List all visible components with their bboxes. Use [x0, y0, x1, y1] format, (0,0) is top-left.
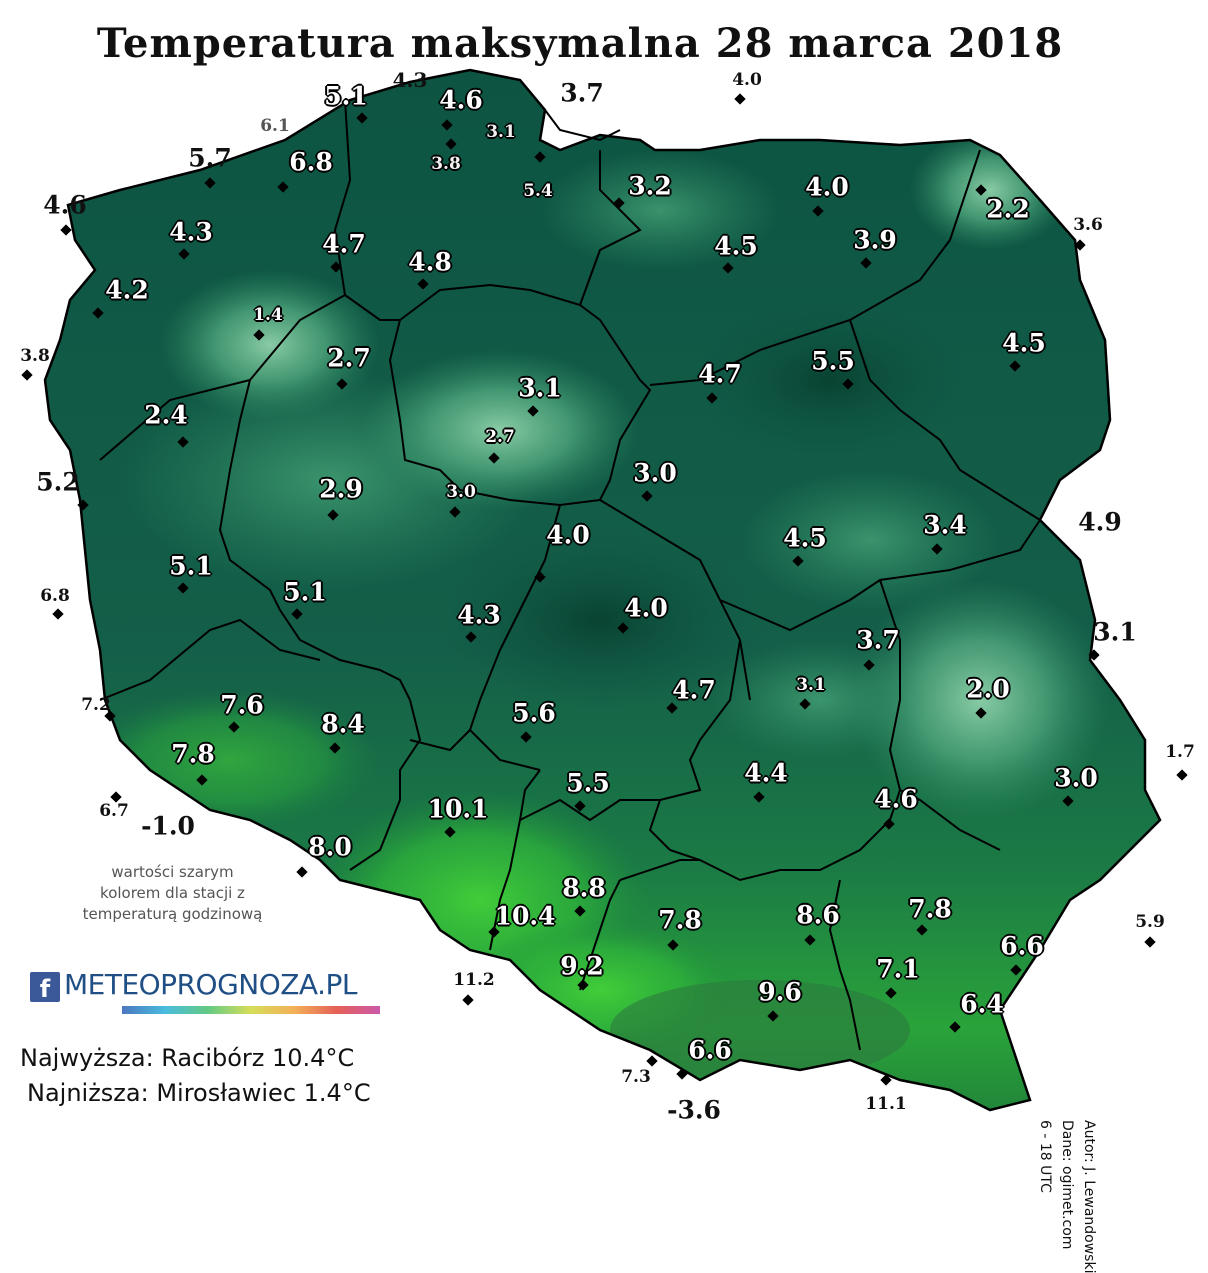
outside-station-value: 3.6	[1073, 215, 1103, 235]
poland-temperature-map	[43, 68, 1162, 1112]
station-value: 8.8	[562, 873, 606, 903]
outside-station-value: 1.7	[1165, 742, 1195, 762]
outside-station-value: 4.6	[43, 190, 87, 220]
station-value: 2.2	[986, 194, 1030, 224]
station-value: 4.5	[783, 523, 827, 553]
min-temperature-line: Najniższa: Mirosławiec 1.4°C	[27, 1079, 371, 1107]
station-value: 7.6	[220, 690, 264, 720]
outside-station-value: 7.3	[621, 1067, 651, 1087]
station-value: 3.8	[431, 154, 461, 174]
station-value: 3.7	[856, 625, 900, 655]
station-value: 6.6	[1000, 931, 1044, 961]
station-value: 3.0	[446, 482, 476, 502]
station-value: 4.4	[744, 758, 788, 788]
station-value: 4.5	[714, 231, 758, 261]
station-value: 6.8	[289, 147, 333, 177]
station-value: 9.2	[560, 951, 604, 981]
data-source-credit: Dane: ogimet.com	[1059, 1120, 1075, 1250]
station-value: 3.2	[628, 171, 672, 201]
station-value: 3.9	[853, 225, 897, 255]
outside-station-value: 3.7	[560, 78, 604, 108]
station-value: 5.5	[566, 768, 610, 798]
station-value: 5.1	[169, 551, 213, 581]
station-value: 3.1	[518, 373, 562, 403]
outside-station-value: 3.8	[20, 346, 50, 366]
station-value: 4.0	[624, 593, 668, 623]
outside-station-value: 7.2	[81, 695, 111, 715]
station-value: 4.3	[169, 217, 213, 247]
station-value: 3.1	[796, 675, 826, 695]
station-value: 4.7	[672, 675, 716, 705]
station-value: 4.3	[457, 600, 501, 630]
station-value: 2.9	[319, 474, 363, 504]
outside-station-value: 3.1	[1093, 617, 1137, 647]
station-value: 8.0	[308, 832, 352, 862]
station-value: 6.6	[688, 1035, 732, 1065]
outside-station-value: -3.6	[667, 1095, 721, 1125]
station-value: 7.8	[171, 739, 215, 769]
outside-station-value: 4.3	[392, 68, 428, 92]
station-value: 4.8	[408, 247, 452, 277]
station-value: 10.4	[494, 901, 556, 931]
station-value: 2.7	[327, 343, 371, 373]
station-value: 5.5	[811, 346, 855, 376]
station-value: 5.1	[324, 81, 368, 111]
outside-station-value: 4.9	[1078, 507, 1122, 537]
credits: Autor: J. Lewandowski Dane: ogimet.com 6…	[1034, 1120, 1100, 1273]
station-value: 7.1	[876, 954, 920, 984]
station-value: 4.6	[874, 784, 918, 814]
station-value: 4.0	[546, 520, 590, 550]
map-title: Temperatura maksymalna 28 marca 2018	[96, 20, 1064, 67]
station-value: 7.8	[908, 894, 952, 924]
station-value: 2.4	[144, 400, 188, 430]
outside-station-value: 6.7	[99, 801, 129, 821]
outside-station-value: 5.2	[36, 467, 80, 497]
outside-station-value: 5.7	[188, 143, 232, 173]
station-value: 3.4	[923, 510, 967, 540]
max-temperature-line: Najwyższa: Racibórz 10.4°C	[20, 1044, 355, 1072]
station-value: 10.1	[427, 794, 489, 824]
station-value: 8.4	[321, 709, 365, 739]
station-value: 4.6	[439, 85, 483, 115]
facebook-icon[interactable]: f	[30, 972, 60, 1003]
station-value: 4.5	[1002, 328, 1046, 358]
station-value: 7.8	[658, 905, 702, 935]
baltic-coast-spit	[544, 109, 621, 142]
station-value: 2.0	[966, 674, 1010, 704]
outside-station-value: 6.1	[260, 116, 290, 136]
outside-station-value: 5.9	[1135, 912, 1165, 932]
outside-station-value: 6.8	[40, 586, 70, 606]
station-value: 1.4	[253, 305, 283, 325]
station-value: 4.7	[322, 229, 366, 259]
station-value: 4.7	[698, 359, 742, 389]
outside-station-value: 4.0	[732, 70, 762, 90]
station-value: 6.4	[960, 989, 1004, 1019]
station-value: 2.7	[485, 427, 515, 447]
outside-station-value: -1.0	[141, 811, 195, 841]
author-credit: Autor: J. Lewandowski	[1081, 1120, 1097, 1273]
station-value: 9.6	[758, 977, 802, 1007]
temperature-field	[45, 70, 1160, 1110]
outside-station-value: 11.1	[865, 1094, 907, 1114]
station-value: 3.1	[486, 122, 516, 142]
station-value: 5.6	[512, 698, 556, 728]
logo-text: METEOPROGNOZA.PL	[64, 968, 357, 1001]
country-border	[43, 68, 1162, 1112]
outside-station-value: 11.2	[453, 970, 495, 990]
station-value: 8.6	[796, 900, 840, 930]
voivodeship-borders	[99, 99, 1041, 1051]
logo-color-strip	[122, 1006, 380, 1014]
station-value: 4.0	[805, 172, 849, 202]
station-value: 5.4	[523, 181, 553, 201]
station-value: 4.2	[105, 275, 149, 305]
legend-note: wartości szarym kolorem dla stacji z tem…	[82, 863, 263, 923]
station-value: 5.1	[283, 577, 327, 607]
station-value: 3.0	[1054, 763, 1098, 793]
station-value: 3.0	[633, 458, 677, 488]
hours-credit: 6 - 18 UTC	[1037, 1120, 1053, 1193]
